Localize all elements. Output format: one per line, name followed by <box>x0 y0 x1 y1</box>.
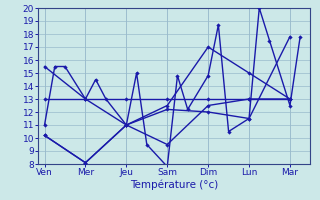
X-axis label: Température (°c): Température (°c) <box>130 180 219 190</box>
